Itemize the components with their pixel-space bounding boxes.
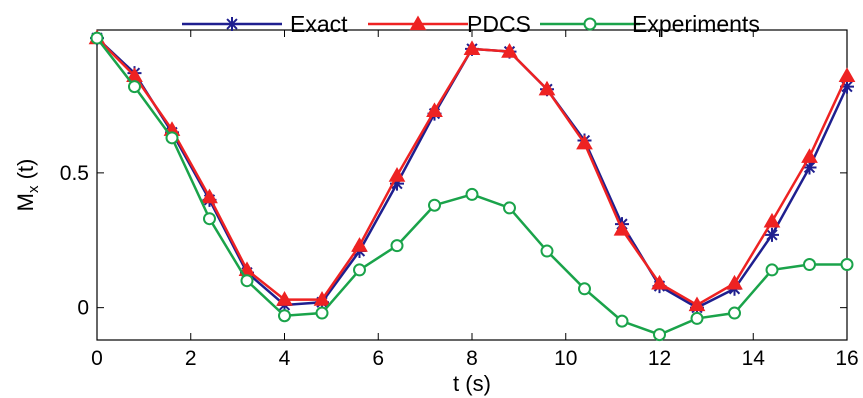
data-point-pdcs	[651, 274, 668, 290]
data-point-experiments	[578, 282, 591, 296]
data-point-experiments	[503, 201, 516, 215]
plot-area	[96, 29, 848, 341]
data-point-experiments	[128, 80, 141, 94]
data-point-pdcs	[763, 212, 781, 228]
data-point-pdcs	[613, 220, 631, 236]
series-layer	[88, 29, 856, 342]
data-point-experiments	[240, 274, 254, 288]
data-point-pdcs	[538, 80, 556, 96]
legend-item-experiments: Experiments	[540, 11, 760, 37]
axis-ticks: 0 2 4 6 8 10 12 14 16 0 0.5	[60, 30, 859, 370]
data-point-pdcs	[838, 67, 856, 82]
data-point-experiments	[90, 31, 104, 45]
x-tick-label: 16	[835, 347, 858, 370]
legend: Exact PDCS Experiments	[182, 11, 760, 37]
data-point-exact	[765, 227, 779, 242]
x-tick-label: 14	[742, 347, 766, 370]
y-axis-title-main: M	[13, 193, 38, 211]
data-point-experiments	[840, 258, 854, 272]
x-tick-label: 0	[91, 347, 103, 370]
x-tick-label: 6	[372, 347, 384, 370]
data-point-experiments	[615, 314, 629, 328]
data-point-experiments	[653, 328, 666, 342]
data-point-experiments	[465, 187, 479, 201]
x-tick-label: 12	[648, 347, 671, 370]
data-point-pdcs	[426, 102, 443, 117]
data-point-experiments	[390, 239, 404, 253]
data-point-experiments	[803, 258, 816, 272]
data-point-experiments	[690, 311, 704, 325]
data-point-experiments	[165, 131, 179, 145]
data-point-pdcs	[388, 167, 406, 182]
data-point-experiments	[315, 306, 329, 320]
legend-item-pdcs: PDCS	[368, 11, 531, 37]
data-point-exact	[840, 79, 854, 94]
data-point-experiments	[428, 198, 441, 212]
legend-marker	[225, 17, 239, 31]
data-point-experiments	[278, 309, 291, 323]
data-point-exact	[390, 176, 404, 191]
data-point-experiments	[203, 212, 216, 226]
data-point-pdcs	[501, 43, 518, 58]
y-axis-title-suffix: (t)	[13, 159, 38, 186]
data-point-pdcs	[276, 291, 293, 306]
data-point-pdcs	[463, 40, 481, 55]
data-point-experiments	[765, 263, 779, 277]
legend-label: PDCS	[467, 11, 531, 37]
series-experiments	[90, 31, 854, 342]
y-axis-title: Mx (t)	[13, 159, 42, 212]
data-point-pdcs	[201, 188, 218, 204]
legend-marker	[409, 15, 427, 31]
data-point-pdcs	[801, 148, 818, 163]
y-axis-title-subscript: x	[25, 185, 42, 193]
y-tick-label: 0	[77, 297, 89, 320]
data-point-pdcs	[688, 296, 706, 312]
data-point-experiments	[353, 263, 366, 277]
x-tick-label: 8	[466, 347, 478, 370]
x-tick-label: 10	[554, 347, 577, 370]
legend-label: Exact	[290, 11, 348, 37]
data-point-pdcs	[576, 134, 593, 150]
x-tick-label: 2	[185, 347, 197, 370]
y-tick-label: 0.5	[60, 162, 89, 185]
x-axis-title: t (s)	[453, 371, 491, 396]
data-point-pdcs	[313, 291, 331, 306]
data-point-pdcs	[351, 237, 368, 252]
data-point-pdcs	[726, 274, 743, 290]
data-point-experiments	[728, 306, 741, 320]
legend-item-exact: Exact	[182, 11, 348, 37]
legend-marker	[583, 17, 597, 31]
data-point-exact	[802, 160, 817, 175]
x-tick-label: 4	[279, 347, 291, 370]
data-point-experiments	[540, 244, 554, 258]
legend-label: Experiments	[632, 11, 760, 37]
